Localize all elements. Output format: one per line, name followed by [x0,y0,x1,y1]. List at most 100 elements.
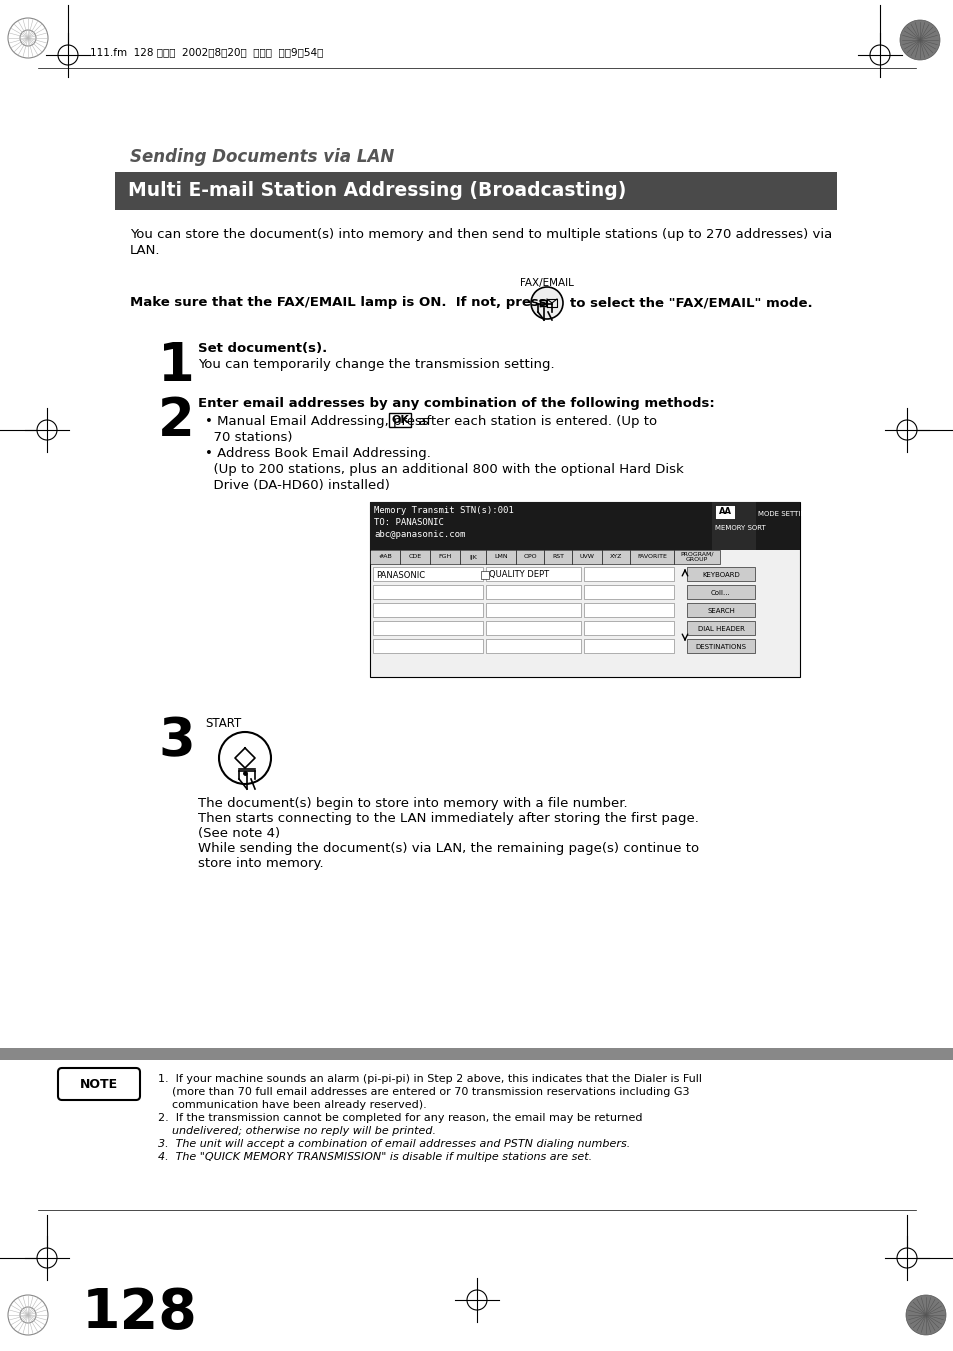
Text: • Manual Email Addressing, press: • Manual Email Addressing, press [205,415,433,428]
Text: 4.  The "QUICK MEMORY TRANSMISSION" is disable if multipe stations are set.: 4. The "QUICK MEMORY TRANSMISSION" is di… [158,1152,592,1162]
FancyBboxPatch shape [373,567,482,581]
Text: MEMORY SORT: MEMORY SORT [714,526,765,531]
Text: QUALITY DEPT: QUALITY DEPT [489,570,549,580]
FancyBboxPatch shape [485,550,516,563]
Text: FAX/EMAIL: FAX/EMAIL [519,278,574,288]
Text: PANASONIC: PANASONIC [375,570,425,580]
Text: to select the "FAX/EMAIL" mode.: to select the "FAX/EMAIL" mode. [569,296,812,309]
FancyBboxPatch shape [686,585,754,598]
FancyBboxPatch shape [370,550,399,563]
Text: communication have been already reserved).: communication have been already reserved… [158,1100,426,1111]
Text: MODE SETTING: MODE SETTING [758,511,810,517]
Text: DIAL HEADER: DIAL HEADER [697,626,743,632]
Text: LMN: LMN [494,554,507,559]
FancyBboxPatch shape [583,585,673,598]
Text: Enter email addresses by any combination of the following methods:: Enter email addresses by any combination… [198,397,714,409]
Circle shape [8,1296,48,1335]
FancyBboxPatch shape [485,603,580,617]
Text: 3: 3 [158,715,194,767]
FancyBboxPatch shape [516,550,543,563]
Text: FAVORITE: FAVORITE [637,554,666,559]
FancyBboxPatch shape [370,503,800,677]
Text: LAN.: LAN. [130,245,160,257]
Text: START: START [205,717,241,730]
Text: Drive (DA-HD60) installed): Drive (DA-HD60) installed) [205,480,390,492]
FancyBboxPatch shape [373,603,482,617]
Text: DESTINATIONS: DESTINATIONS [695,644,745,650]
FancyBboxPatch shape [755,503,800,550]
FancyBboxPatch shape [370,503,800,550]
Text: Make sure that the FAX/EMAIL lamp is ON.  If not, press: Make sure that the FAX/EMAIL lamp is ON.… [130,296,546,309]
FancyBboxPatch shape [583,639,673,653]
Text: 70 stations): 70 stations) [205,431,293,444]
Circle shape [899,20,939,59]
Circle shape [20,30,36,46]
Text: Set document(s).: Set document(s). [198,342,327,355]
FancyBboxPatch shape [373,639,482,653]
Text: OK: OK [391,415,409,426]
Text: 1.  If your machine sounds an alarm (pi-pi-pi) in Step 2 above, this indicates t: 1. If your machine sounds an alarm (pi-p… [158,1074,701,1084]
FancyBboxPatch shape [711,503,755,550]
FancyBboxPatch shape [115,172,836,209]
Text: You can store the document(s) into memory and then send to multiple stations (up: You can store the document(s) into memor… [130,228,831,240]
Text: SEARCH: SEARCH [706,608,734,613]
FancyBboxPatch shape [686,603,754,617]
Text: after each station is entered. (Up to: after each station is entered. (Up to [414,415,657,428]
Text: UVW: UVW [579,554,594,559]
FancyBboxPatch shape [0,1048,953,1061]
Text: XYZ: XYZ [609,554,621,559]
Text: 3.  The unit will accept a combination of email addresses and PSTN dialing numbe: 3. The unit will accept a combination of… [158,1139,630,1148]
FancyBboxPatch shape [373,585,482,598]
FancyBboxPatch shape [389,413,411,427]
Text: The document(s) begin to store into memory with a file number.: The document(s) begin to store into memo… [198,797,627,811]
FancyBboxPatch shape [686,621,754,635]
Text: (See note 4): (See note 4) [198,827,280,840]
FancyBboxPatch shape [583,603,673,617]
Text: RST: RST [552,554,563,559]
Text: (Up to 200 stations, plus an additional 800 with the optional Hard Disk: (Up to 200 stations, plus an additional … [205,463,683,476]
FancyBboxPatch shape [480,571,489,580]
Text: (more than 70 full email addresses are entered or 70 transmission reservations i: (more than 70 full email addresses are e… [158,1088,689,1097]
Text: abc@panasonic.com: abc@panasonic.com [374,530,465,539]
FancyBboxPatch shape [459,550,485,563]
Text: undelivered; otherwise no reply will be printed.: undelivered; otherwise no reply will be … [158,1125,436,1136]
Text: FGH: FGH [438,554,451,559]
Text: • Address Book Email Addressing.: • Address Book Email Addressing. [205,447,431,459]
Text: Coll...: Coll... [710,590,730,596]
Text: 111.fm  128 ページ  2002年8月20日  火曜日  午前9時54分: 111.fm 128 ページ 2002年8月20日 火曜日 午前9時54分 [90,47,323,57]
FancyBboxPatch shape [485,639,580,653]
Text: While sending the document(s) via LAN, the remaining page(s) continue to: While sending the document(s) via LAN, t… [198,842,699,855]
Text: OPO: OPO [522,554,537,559]
FancyBboxPatch shape [485,621,580,635]
Text: 128: 128 [82,1286,197,1340]
Circle shape [531,286,562,319]
Text: 2.  If the transmission cannot be completed for any reason, the email may be ret: 2. If the transmission cannot be complet… [158,1113,641,1123]
Text: KEYBOARD: KEYBOARD [701,571,740,578]
FancyBboxPatch shape [485,567,580,581]
FancyBboxPatch shape [686,567,754,581]
FancyBboxPatch shape [583,621,673,635]
FancyBboxPatch shape [583,567,673,581]
FancyBboxPatch shape [399,550,430,563]
Circle shape [219,732,271,784]
Text: Sending Documents via LAN: Sending Documents via LAN [130,149,394,166]
FancyBboxPatch shape [485,585,580,598]
Circle shape [8,18,48,58]
FancyBboxPatch shape [373,621,482,635]
Circle shape [20,1306,36,1323]
Text: Then starts connecting to the LAN immediately after storing the first page.: Then starts connecting to the LAN immedi… [198,812,699,825]
FancyBboxPatch shape [673,550,720,563]
Text: #AB: #AB [377,554,392,559]
Text: TO: PANASONIC: TO: PANASONIC [374,517,443,527]
Text: You can temporarily change the transmission setting.: You can temporarily change the transmiss… [198,358,554,372]
FancyBboxPatch shape [629,550,673,563]
Circle shape [905,1296,945,1335]
Text: 1: 1 [158,340,194,392]
Text: AA: AA [718,508,731,516]
Text: IJK: IJK [469,554,476,559]
FancyBboxPatch shape [686,639,754,653]
Text: Memory Transmit STN(s):001: Memory Transmit STN(s):001 [374,507,514,515]
Text: Multi E-mail Station Addressing (Broadcasting): Multi E-mail Station Addressing (Broadca… [128,181,626,200]
FancyBboxPatch shape [430,550,459,563]
FancyBboxPatch shape [601,550,629,563]
